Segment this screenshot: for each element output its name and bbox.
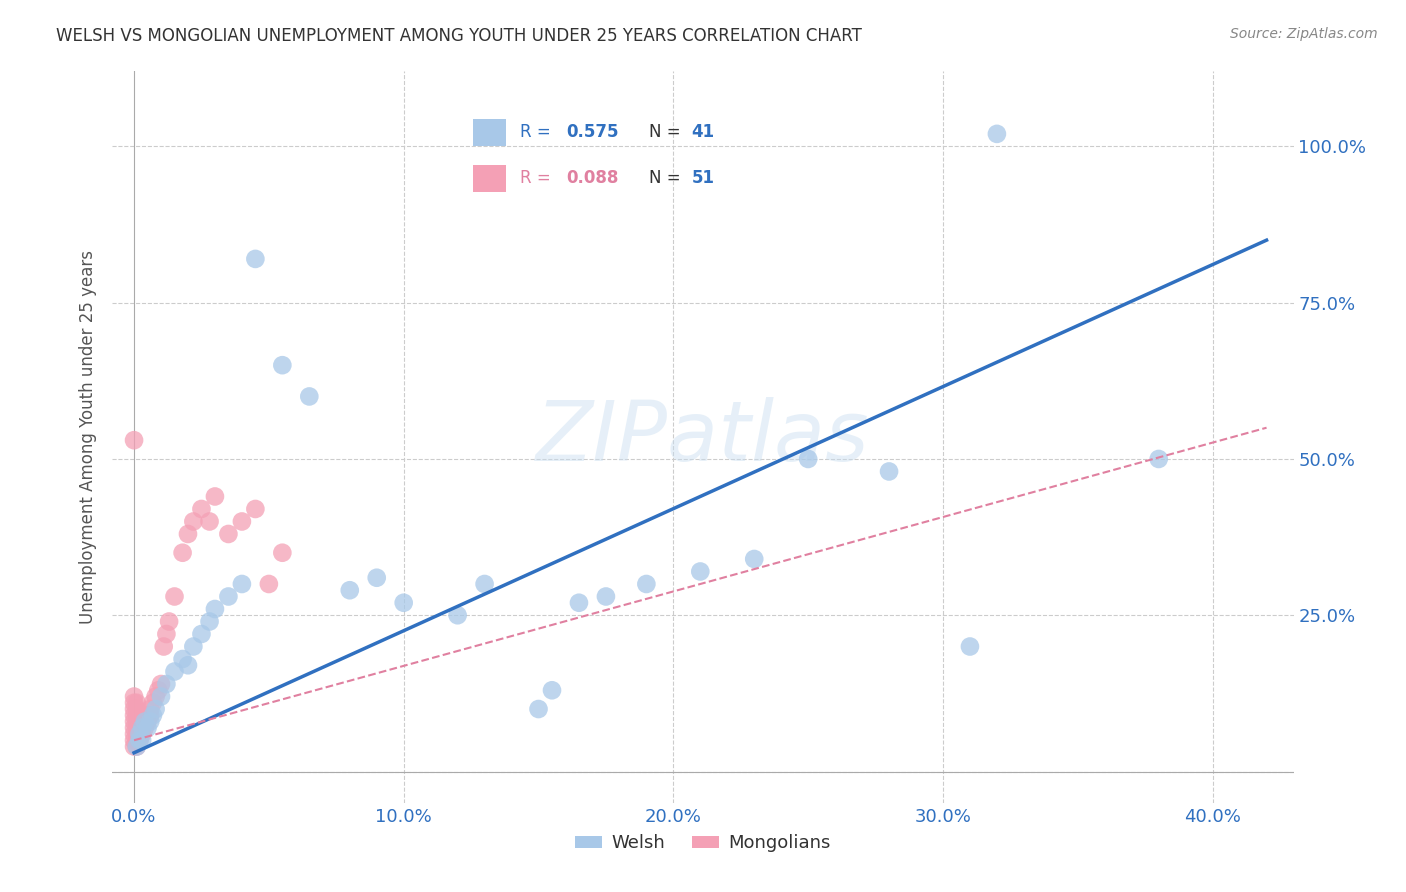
Text: ZIPatlas: ZIPatlas (536, 397, 870, 477)
Point (142, 696, 165, 710)
Point (742, 552, 765, 566)
Point (198, 515, 221, 529)
Point (183, 515, 205, 529)
Point (392, 596, 415, 610)
Text: WELSH VS MONGOLIAN UNEMPLOYMENT AMONG YOUTH UNDER 25 YEARS CORRELATION CHART: WELSH VS MONGOLIAN UNEMPLOYMENT AMONG YO… (56, 27, 862, 45)
Point (366, 571, 388, 585)
Point (231, 577, 253, 591)
Point (271, 546, 294, 560)
Point (148, 683, 170, 698)
Point (155, 627, 177, 641)
Point (125, 696, 148, 710)
Point (128, 721, 150, 735)
Point (595, 590, 617, 604)
Point (541, 683, 564, 698)
Point (177, 527, 200, 541)
Point (128, 733, 150, 747)
Point (183, 640, 205, 654)
Point (172, 652, 194, 666)
Point (474, 577, 496, 591)
Point (131, 721, 153, 735)
Point (139, 714, 162, 729)
Legend: Welsh, Mongolians: Welsh, Mongolians (568, 827, 838, 860)
Point (298, 389, 321, 403)
Point (128, 727, 150, 741)
Point (986, 127, 1008, 141)
Point (131, 727, 153, 741)
Point (217, 590, 239, 604)
Point (190, 627, 212, 641)
Point (271, 358, 294, 372)
Point (155, 677, 177, 691)
Point (1147, 452, 1170, 467)
Point (797, 452, 820, 467)
Point (339, 583, 361, 598)
Point (122, 702, 145, 716)
Point (128, 714, 150, 729)
Point (125, 733, 148, 747)
Point (163, 590, 186, 604)
Point (204, 490, 226, 504)
Point (122, 714, 145, 729)
Point (128, 727, 150, 741)
Point (172, 546, 194, 560)
Point (145, 702, 167, 716)
Point (122, 434, 145, 448)
Point (636, 577, 658, 591)
Point (198, 615, 221, 629)
Point (128, 733, 150, 747)
Point (125, 708, 148, 723)
Point (139, 702, 162, 716)
Point (245, 252, 267, 266)
Point (122, 739, 145, 754)
Point (877, 465, 900, 479)
Point (136, 721, 159, 735)
Point (134, 721, 156, 735)
Point (139, 708, 162, 723)
Point (150, 677, 173, 691)
Y-axis label: Unemployment Among Youth under 25 years: Unemployment Among Youth under 25 years (79, 250, 97, 624)
Point (142, 708, 165, 723)
Point (131, 721, 153, 735)
Point (122, 696, 145, 710)
Point (136, 708, 159, 723)
Text: Source: ZipAtlas.com: Source: ZipAtlas.com (1230, 27, 1378, 41)
Point (125, 727, 148, 741)
Point (190, 502, 212, 516)
Point (122, 721, 145, 735)
Point (122, 690, 145, 704)
Point (527, 702, 550, 716)
Point (125, 702, 148, 716)
Point (150, 690, 173, 704)
Point (122, 733, 145, 747)
Point (245, 502, 267, 516)
Point (125, 721, 148, 735)
Point (134, 714, 156, 729)
Point (568, 596, 591, 610)
Point (689, 565, 711, 579)
Point (231, 515, 253, 529)
Point (163, 665, 186, 679)
Point (217, 527, 239, 541)
Point (152, 640, 174, 654)
Point (125, 739, 148, 754)
Point (125, 739, 148, 754)
Point (125, 714, 148, 729)
Point (134, 714, 156, 729)
Point (122, 708, 145, 723)
Point (446, 608, 468, 623)
Point (131, 733, 153, 747)
Point (122, 727, 145, 741)
Point (204, 602, 226, 616)
Point (959, 640, 981, 654)
Point (157, 615, 180, 629)
Point (145, 690, 167, 704)
Point (257, 577, 280, 591)
Point (136, 714, 159, 729)
Point (131, 714, 153, 729)
Point (128, 708, 150, 723)
Point (177, 658, 200, 673)
